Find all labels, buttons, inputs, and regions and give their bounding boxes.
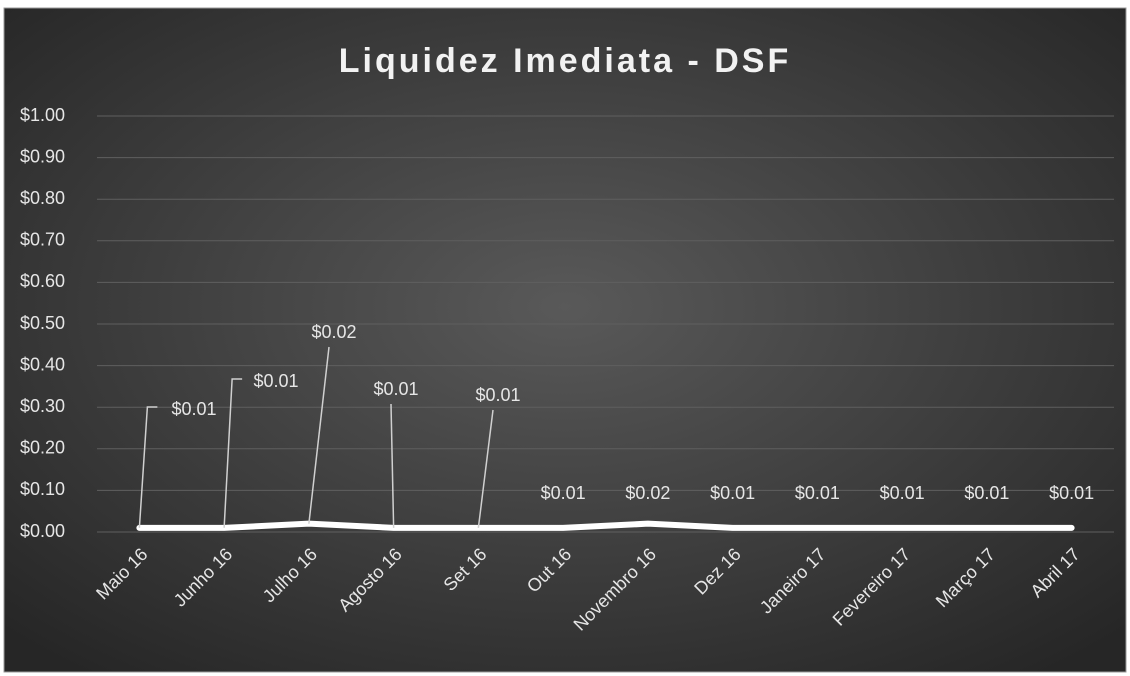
leader-line (138, 406, 158, 528)
data-label: $0.01 (710, 483, 755, 503)
leader-line (223, 378, 243, 528)
y-tick-label: $0.30 (20, 396, 65, 416)
y-tick-label: $1.00 (20, 105, 65, 125)
y-tick-label: $0.60 (20, 271, 65, 291)
leader-line (477, 409, 494, 528)
data-label: $0.01 (880, 483, 925, 503)
leader-line (308, 346, 330, 524)
y-tick-label: $0.80 (20, 188, 65, 208)
leader-line (390, 403, 395, 528)
data-label: $0.02 (311, 322, 356, 342)
y-tick-label: $0.70 (20, 230, 65, 250)
y-tick-label: $0.00 (20, 521, 65, 541)
y-tick-label: $0.90 (20, 146, 65, 166)
data-label: $0.01 (795, 483, 840, 503)
y-tick-label: $0.10 (20, 479, 65, 499)
data-label: $0.01 (373, 379, 418, 399)
y-tick-label: $0.20 (20, 438, 65, 458)
data-label: $0.02 (625, 483, 670, 503)
data-label: $0.01 (253, 371, 298, 391)
chart-title: Liquidez Imediata - DSF (339, 42, 791, 80)
data-line (136, 520, 1075, 531)
chart-background (3, 7, 1127, 673)
data-label: $0.01 (964, 483, 1009, 503)
y-tick-label: $0.50 (20, 313, 65, 333)
data-label: $0.01 (541, 483, 586, 503)
data-label: $0.01 (475, 385, 520, 405)
y-tick-label: $0.40 (20, 354, 65, 374)
data-label: $0.01 (1049, 483, 1094, 503)
data-label: $0.01 (171, 399, 216, 419)
